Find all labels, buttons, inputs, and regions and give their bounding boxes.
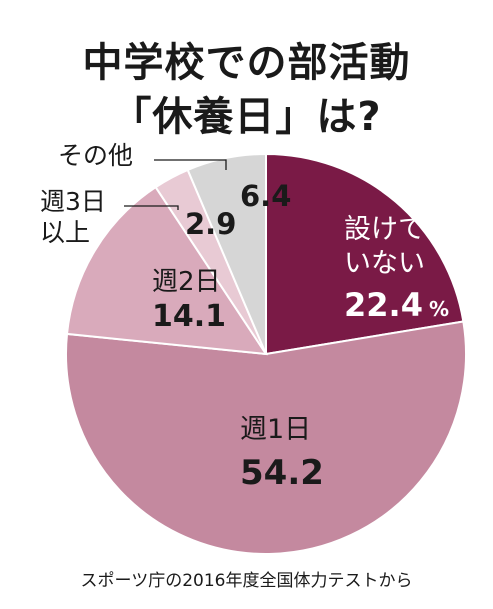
slice-value-twice: 14.1: [152, 299, 226, 334]
slice-label-twice-line1: 週2日: [152, 267, 221, 297]
slice-label-once-line1: 週1日: [240, 414, 311, 445]
pie-slice-twice: [65, 185, 268, 356]
slice-label-three_plus-line1: 週3日: [40, 187, 106, 216]
slice-label-none-line1: 設けて: [344, 214, 425, 245]
pie-slice-other: [186, 152, 267, 355]
slice-value-once: 54.2: [240, 453, 324, 493]
chart-title-line1: 中学校での部活動: [82, 40, 411, 86]
pie-slice-none: [265, 152, 465, 356]
leader-line-other: [154, 159, 227, 170]
leader-line-three_plus: [124, 205, 179, 210]
slice-label-none-line2: いない: [344, 248, 425, 279]
slice-value-three_plus: 2.9: [185, 207, 236, 241]
slice-label-other-line1: その他: [58, 141, 133, 170]
slice-label-three_plus-line2: 以上: [40, 218, 90, 247]
slice-value-other: 6.4: [240, 179, 291, 213]
pie-slice-once: [65, 320, 467, 555]
source-caption: スポーツ庁の2016年度全国体力テストから: [80, 571, 413, 591]
slice-unit-none: %: [429, 297, 449, 321]
chart-title-line2: 「休養日」は?: [111, 94, 382, 140]
